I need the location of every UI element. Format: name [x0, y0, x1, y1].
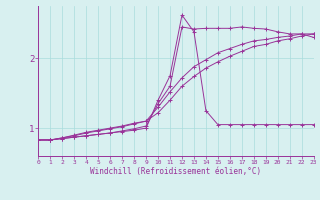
- X-axis label: Windchill (Refroidissement éolien,°C): Windchill (Refroidissement éolien,°C): [91, 167, 261, 176]
